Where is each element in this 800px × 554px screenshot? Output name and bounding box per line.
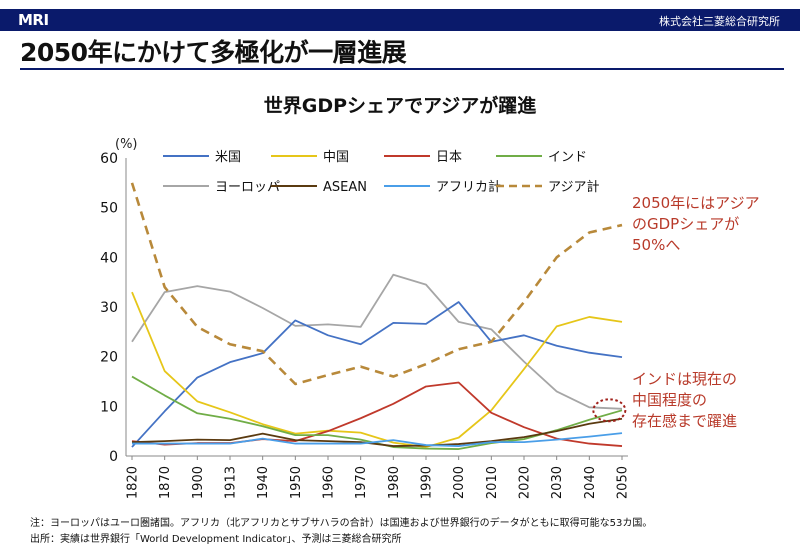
legend-label-6: アフリカ計 — [436, 179, 501, 195]
company-logo: MRI — [18, 11, 49, 29]
series-line-1 — [131, 291, 623, 448]
x-tick-label: 1950 — [289, 466, 304, 499]
legend-label-4: ヨーロッパ — [215, 180, 280, 195]
top-bar: MRI 株式会社三菱総合研究所 — [0, 9, 800, 31]
x-tick-label: 1870 — [158, 466, 173, 499]
title-divider — [20, 68, 784, 70]
x-tick-label: 2050 — [616, 466, 631, 499]
annotation-text-1: 中国程度の — [632, 391, 707, 409]
y-tick-label: 50 — [100, 201, 118, 217]
x-tick-label: 2020 — [518, 466, 533, 499]
x-tick-label: 2000 — [452, 466, 467, 499]
x-tick-label: 1940 — [256, 466, 271, 499]
footnote-source: 出所：実績は世界銀行「World Development Indicator」、… — [30, 534, 402, 545]
legend-label-2: 日本 — [436, 150, 462, 165]
series-lines — [130, 182, 623, 450]
series-line-4 — [131, 273, 623, 410]
y-tick-label: 10 — [100, 399, 118, 415]
chart-title: 世界GDPシェアでアジアが躍進 — [264, 94, 537, 117]
x-tick-label: 2040 — [583, 466, 598, 499]
x-tick-label: 2030 — [550, 466, 565, 499]
series-line-0 — [131, 301, 623, 448]
highlight-circle — [592, 398, 627, 423]
series-line-5 — [131, 417, 623, 447]
x-tick-label: 1913 — [224, 466, 239, 499]
series-line-6 — [132, 432, 623, 447]
x-tick-label: 1990 — [420, 466, 435, 499]
y-tick-label: 30 — [100, 300, 118, 316]
legend-label-7: アジア計 — [548, 179, 599, 195]
annotation-text-0: 50%へ — [632, 236, 680, 254]
company-name: 株式会社三菱総合研究所 — [659, 15, 780, 28]
page-title: 2050年にかけて多極化が一層進展 — [20, 38, 407, 67]
x-tick-label: 1960 — [322, 466, 337, 499]
legend-label-1: 中国 — [323, 150, 349, 165]
x-tick-label: 1980 — [387, 466, 402, 499]
legend-label-0: 米国 — [215, 150, 241, 165]
annotation-text-1: インドは現在の — [632, 370, 737, 388]
annotation-text-1: 存在感まで躍進 — [632, 412, 737, 430]
y-tick-label: 0 — [109, 449, 118, 465]
footnotes: 注：ヨーロッパはユーロ圏諸国。アフリカ（北アフリカとサブサハラの合計）は国連およ… — [30, 516, 652, 548]
annotation-text-0: 2050年にはアジア — [632, 194, 760, 212]
legend-label-3: インド — [548, 150, 587, 165]
y-tick-label: 40 — [100, 250, 118, 266]
footnote-note: 注：ヨーロッパはユーロ圏諸国。アフリカ（北アフリカとサブサハラの合計）は国連およ… — [30, 518, 653, 529]
legend-label-5: ASEAN — [323, 180, 367, 195]
x-tick-label: 1970 — [354, 466, 369, 499]
x-tick-label: 1820 — [126, 466, 141, 499]
annotation-text-0: のGDPシェアが — [632, 215, 739, 233]
y-tick-label: 60 — [100, 151, 118, 167]
x-tick-label: 1900 — [191, 466, 206, 499]
y-axis-unit: (%) — [115, 137, 138, 152]
y-tick-label: 20 — [100, 350, 118, 366]
x-tick-label: 2010 — [485, 466, 500, 499]
series-line-7 — [130, 182, 623, 386]
